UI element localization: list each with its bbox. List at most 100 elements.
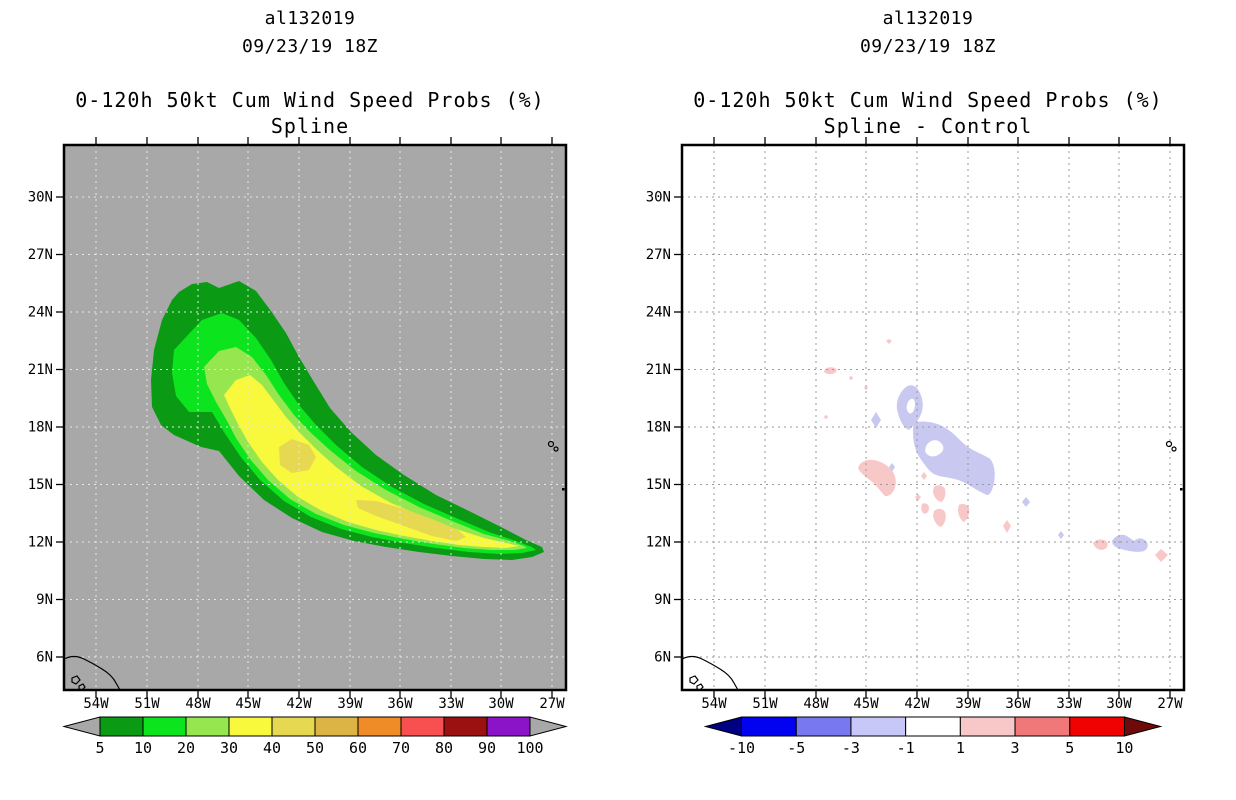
lat-tick-label: 9N: [36, 592, 53, 608]
lon-tick-label: 54W: [701, 696, 727, 712]
colorbar-label: 20: [177, 739, 195, 757]
colorbar-label: 5: [1065, 739, 1074, 757]
colorbar-label: 60: [349, 739, 367, 757]
lon-tick-label: 48W: [185, 696, 211, 712]
colorbar-arrow-left: [703, 716, 743, 737]
island-cape-verde-icon: [1171, 446, 1177, 452]
colorbar-segment: [99, 716, 144, 737]
anomaly-negative-patch: [896, 385, 923, 430]
datetime-title: 09/23/19 18Z: [242, 36, 378, 57]
anomaly-positive-patch: [915, 494, 921, 501]
colorbar-segment: [271, 716, 316, 737]
anomaly-negative-patch: [1022, 497, 1030, 507]
colorbar-segment: [1069, 716, 1125, 737]
island-trinidad: [689, 675, 699, 685]
coastline-south-america: [681, 655, 739, 691]
lat-tick-label: 30N: [646, 190, 671, 206]
lat-tick-label: 9N: [654, 592, 671, 608]
map-area: 54W 51W 48W 45W 42W 39W 36W 33W 30W 27W 30N 27N 24N…: [646, 137, 1186, 712]
island-dot: [1180, 488, 1183, 491]
axis-ticks: [674, 137, 1171, 698]
island-trinidad: [71, 675, 81, 685]
anomaly-negative-patch: [871, 412, 881, 428]
lon-tick-label: 45W: [235, 696, 261, 712]
product-title: 0-120h 50kt Cum Wind Speed Probs (%): [693, 88, 1162, 112]
lon-tick-label: 42W: [286, 696, 312, 712]
contour-40pct: [356, 500, 466, 541]
lat-tick-label: 6N: [36, 650, 53, 666]
colorbar-arrow-right: [529, 716, 568, 737]
product-title: 0-120h 50kt Cum Wind Speed Probs (%): [75, 88, 544, 112]
lon-labels: 54W 51W 48W 45W 42W 39W 36W 33W 30W 27W: [701, 696, 1183, 712]
anomaly-positive-patch: [933, 508, 946, 527]
lon-tick-label: 48W: [803, 696, 829, 712]
lat-tick-label: 24N: [646, 305, 671, 321]
colorbar-label: 10: [1115, 739, 1133, 757]
anomaly-negative-patch: [1112, 534, 1148, 552]
panel-spline-minus-control: al132019 09/23/19 18Z 0-120h 50kt Cum Wi…: [646, 8, 1186, 757]
colorbar-segment: [905, 716, 961, 737]
coastline: [681, 440, 1177, 691]
anomaly-positive-patch: [933, 485, 946, 502]
method-title: Spline: [271, 114, 349, 138]
lat-tick-label: 15N: [646, 477, 671, 493]
lat-labels: 30N 27N 24N 21N 18N 15N 12N 9N 6N: [646, 190, 671, 666]
colorbar-arrow-left: [62, 716, 101, 737]
lat-tick-label: 18N: [28, 420, 53, 436]
panel-spline: al132019 09/23/19 18Z 0-120h 50kt Cum Wi…: [28, 8, 568, 757]
lat-tick-label: 27N: [28, 247, 53, 263]
anomaly-positive-patch: [886, 339, 892, 344]
lon-labels: 54W 51W 48W 45W 42W 39W 36W 33W 30W 27W: [83, 696, 565, 712]
colorbar-segment: [400, 716, 445, 737]
lat-tick-label: 6N: [654, 650, 671, 666]
storm-id-title: al132019: [265, 8, 356, 29]
colorbar-label: -5: [787, 739, 805, 757]
lon-tick-label: 42W: [904, 696, 930, 712]
grid-lines: [64, 145, 566, 690]
lon-tick-label: 45W: [853, 696, 879, 712]
anomaly-negative-patch: [913, 421, 995, 495]
grid-lines: [682, 145, 1184, 690]
datetime-title: 09/23/19 18Z: [860, 36, 996, 57]
lon-tick-label: 39W: [337, 696, 363, 712]
island-cape-verde-icon: [1165, 440, 1173, 448]
colorbar-label: -10: [728, 739, 755, 757]
colorbar-segment: [795, 716, 852, 737]
lat-tick-label: 24N: [28, 305, 53, 321]
probability-contours: [151, 281, 544, 560]
lon-tick-label: 36W: [1005, 696, 1031, 712]
anomaly-positive-patch: [824, 367, 837, 374]
colorbar-label: 90: [478, 739, 496, 757]
colorbar-segment: [314, 716, 359, 737]
colorbar-label: 5: [95, 739, 104, 757]
anomaly-positive-patch: [958, 504, 970, 522]
colorbar: -10 -5 -3 -1 1 3 5 10: [703, 716, 1163, 757]
lon-tick-label: 27W: [1157, 696, 1183, 712]
island-tobago: [696, 683, 704, 691]
island-dot: [562, 488, 565, 491]
colorbar-label: 30: [220, 739, 238, 757]
storm-id-title: al132019: [883, 8, 974, 29]
colorbar-label: 100: [516, 739, 543, 757]
anomaly-negative-patch: [1058, 531, 1064, 539]
anomaly-positive-patch: [921, 472, 927, 480]
coastline: [63, 440, 559, 691]
coastline-south-america: [63, 655, 121, 691]
anomaly-positive-patch: [921, 503, 929, 514]
lon-tick-label: 27W: [539, 696, 565, 712]
anomaly-positive-patch: [858, 459, 896, 497]
lon-tick-label: 36W: [387, 696, 413, 712]
axis-ticks: [56, 137, 553, 698]
map-area: 54W 51W 48W 45W 42W 39W 36W 33W 30W 27W 30N 27N 24N…: [28, 137, 568, 712]
lon-tick-label: 51W: [752, 696, 778, 712]
colorbar-segment: [741, 716, 797, 737]
colorbar-label: 70: [392, 739, 410, 757]
anomaly-positive-patch: [1155, 549, 1168, 562]
lon-tick-label: 54W: [83, 696, 109, 712]
colorbar-segment: [1014, 716, 1071, 737]
lat-tick-label: 21N: [28, 362, 53, 378]
colorbar-label: 80: [435, 739, 453, 757]
colorbar-arrow-right: [1123, 716, 1163, 737]
colorbar-segment: [443, 716, 488, 737]
